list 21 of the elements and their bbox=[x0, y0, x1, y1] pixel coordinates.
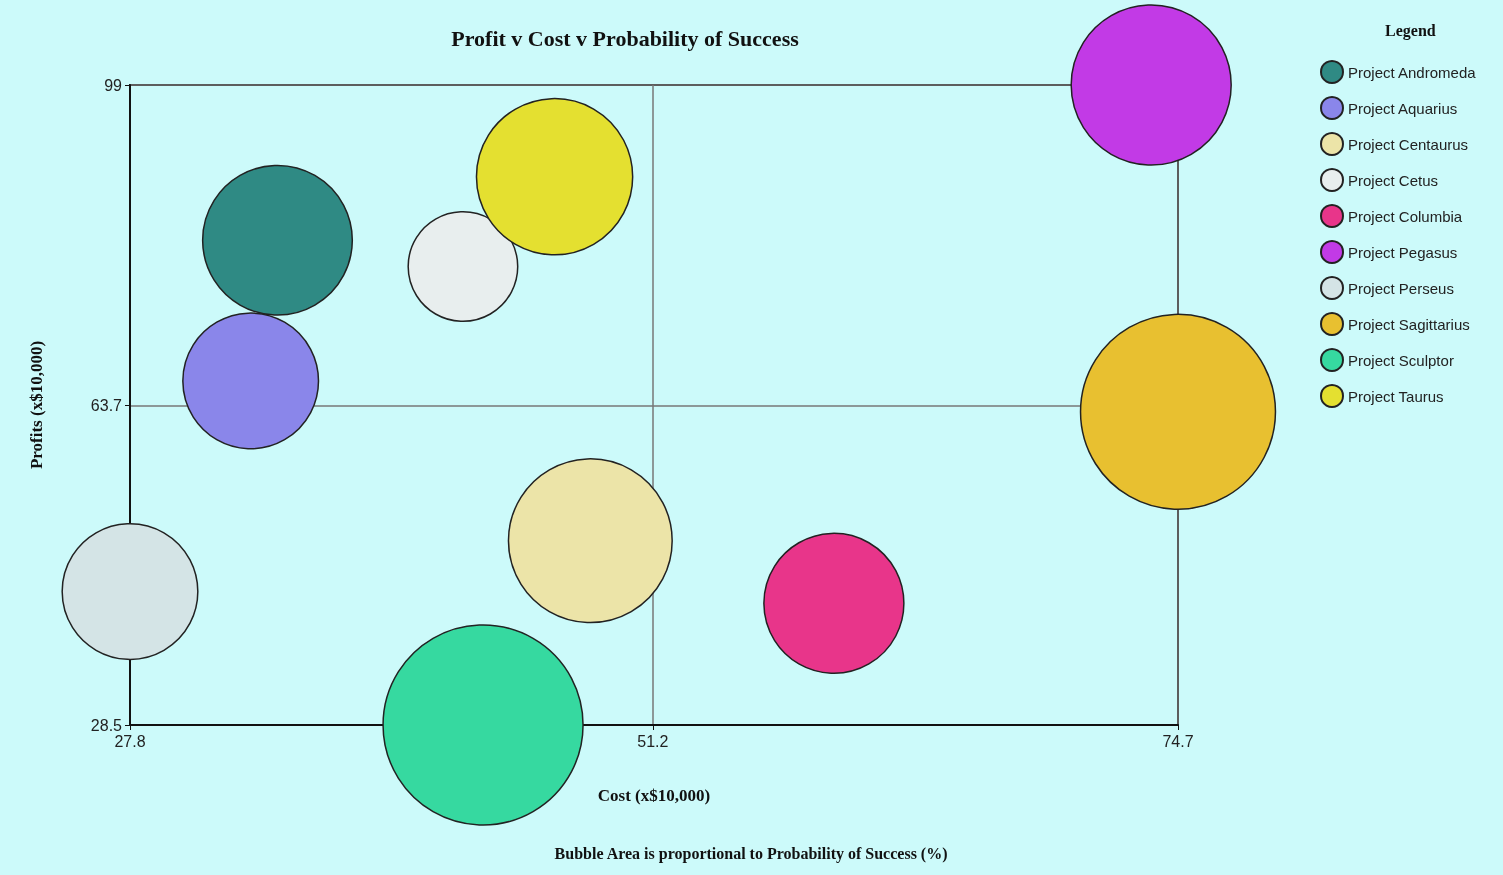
x-axis-title: Cost (x$10,000) bbox=[597, 786, 711, 805]
chart-title: Profit v Cost v Probability of Success bbox=[451, 25, 800, 51]
y-axis-title: Profits (x$10,000) bbox=[27, 340, 46, 470]
legend-label: Project Taurus bbox=[1348, 387, 1444, 405]
x-tick-label: 74.7 bbox=[1162, 732, 1194, 750]
legend-label: Project Perseus bbox=[1348, 279, 1454, 297]
legend-title: Legend bbox=[1385, 21, 1436, 40]
y-tick-label: 28.5 bbox=[90, 716, 123, 734]
y-tick-label: 99 bbox=[104, 76, 123, 94]
legend-label: Project Sculptor bbox=[1348, 351, 1454, 369]
legend-label: Project Andromeda bbox=[1348, 63, 1477, 81]
x-tick-label: 27.8 bbox=[114, 732, 146, 750]
legend-label: Project Columbia bbox=[1348, 207, 1463, 225]
legend-label: Project Cetus bbox=[1348, 171, 1439, 189]
legend-label: Project Sagittarius bbox=[1348, 315, 1470, 333]
legend-label: Project Aquarius bbox=[1348, 99, 1458, 117]
legend-label: Project Centaurus bbox=[1348, 135, 1469, 153]
text: Bubble Area is proportional to Probability of Success (%) bbox=[554, 844, 948, 863]
legend-label: Project Pegasus bbox=[1348, 243, 1458, 261]
x-tick-label: 51.2 bbox=[637, 732, 669, 750]
y-tick-label: 63.7 bbox=[90, 396, 123, 414]
